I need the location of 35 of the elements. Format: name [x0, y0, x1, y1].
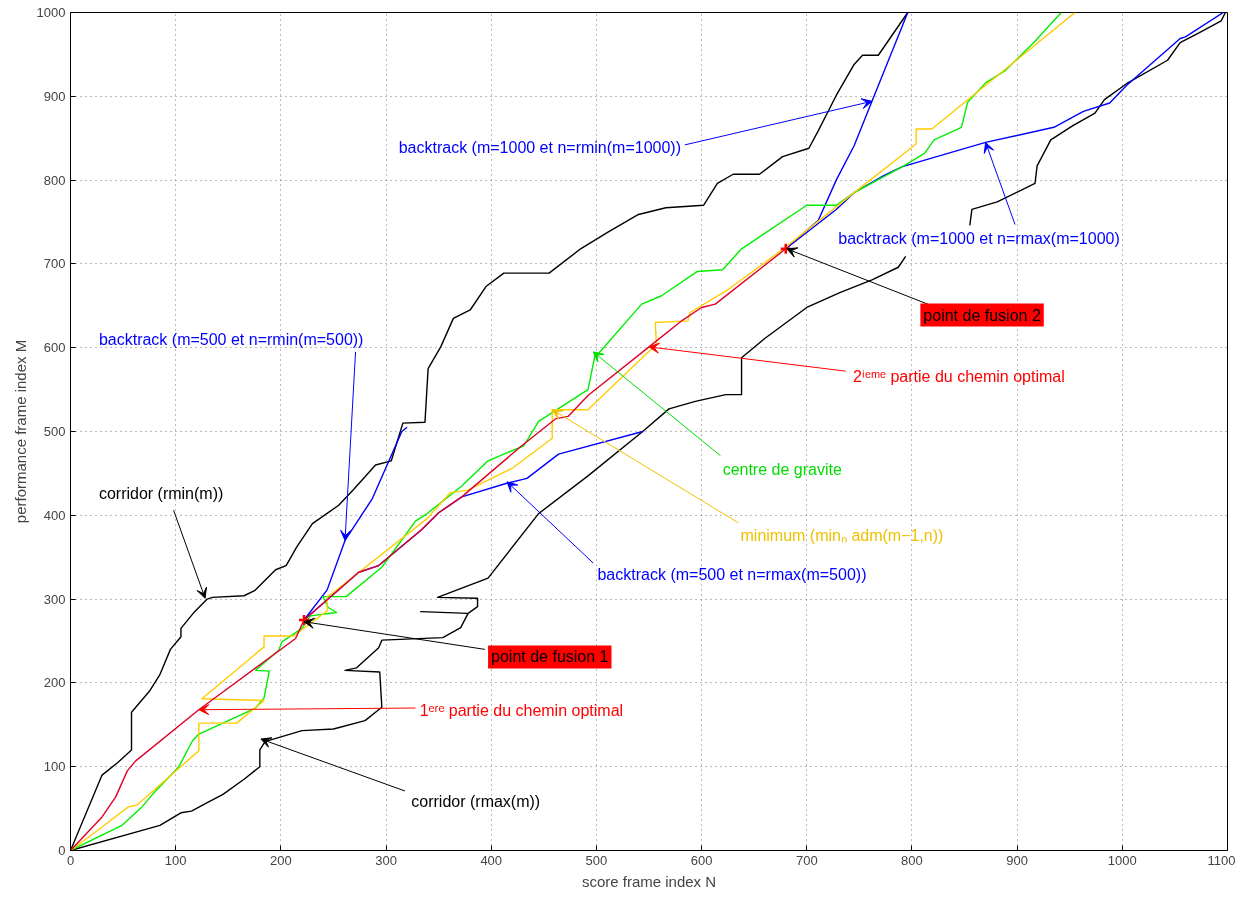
x-tick-label: 1100 [1207, 852, 1236, 868]
annotation: 2ⁱᵉᵐᵉ partie du chemin optimal [853, 367, 1065, 385]
y-tick-label: 400 [43, 507, 66, 523]
annotation: corridor (rmin(m)) [98, 485, 224, 503]
x-tick-label: 300 [375, 852, 397, 868]
x-tick-label: 1000 [1107, 852, 1137, 868]
y-tick-label: 200 [43, 675, 66, 691]
y-tick-label: 300 [43, 591, 66, 607]
x-tick-label: 600 [690, 852, 713, 868]
x-tick-label: 800 [901, 852, 923, 868]
annotation: backtrack (m=1000 et n=rmax(m=1000) [838, 230, 1120, 248]
annotation: backtrack (m=500 et n=rmin(m=500)) [98, 330, 364, 348]
y-axis-title: performance frame index M [11, 339, 29, 524]
x-tick-label: 700 [795, 852, 818, 868]
y-tick-label: 800 [43, 172, 66, 188]
x-tick-label: 200 [270, 852, 292, 868]
y-tick-label: 600 [43, 340, 66, 356]
x-axis-title: score frame index N [581, 872, 717, 890]
annotation: minimum (minₙ adm(m−1,n)) [740, 526, 944, 544]
x-tick-label: 900 [1006, 852, 1028, 868]
y-tick-label: 500 [43, 424, 66, 439]
y-tick-label: 100 [43, 759, 66, 775]
annotation: corridor (rmax(m)) [411, 792, 541, 810]
annotation: point de fusion 2 [923, 306, 1041, 324]
annotation: centre de gravite [722, 460, 842, 478]
annotation: point de fusion 1 [491, 648, 609, 666]
x-tick-label: 400 [480, 852, 503, 868]
x-tick-label: 500 [585, 852, 608, 868]
x-tick-label: 100 [164, 852, 187, 868]
y-tick-label: 1000 [36, 5, 66, 20]
y-tick-label: 700 [43, 256, 66, 272]
y-tick-label: 900 [43, 88, 66, 104]
annotation: backtrack (m=1000 et n=rmin(m=1000)) [398, 138, 682, 156]
annotation: backtrack (m=500 et n=rmax(m=500)) [597, 566, 867, 584]
annotation: 1ᵉʳᵉ partie du chemin optimal [419, 702, 624, 720]
